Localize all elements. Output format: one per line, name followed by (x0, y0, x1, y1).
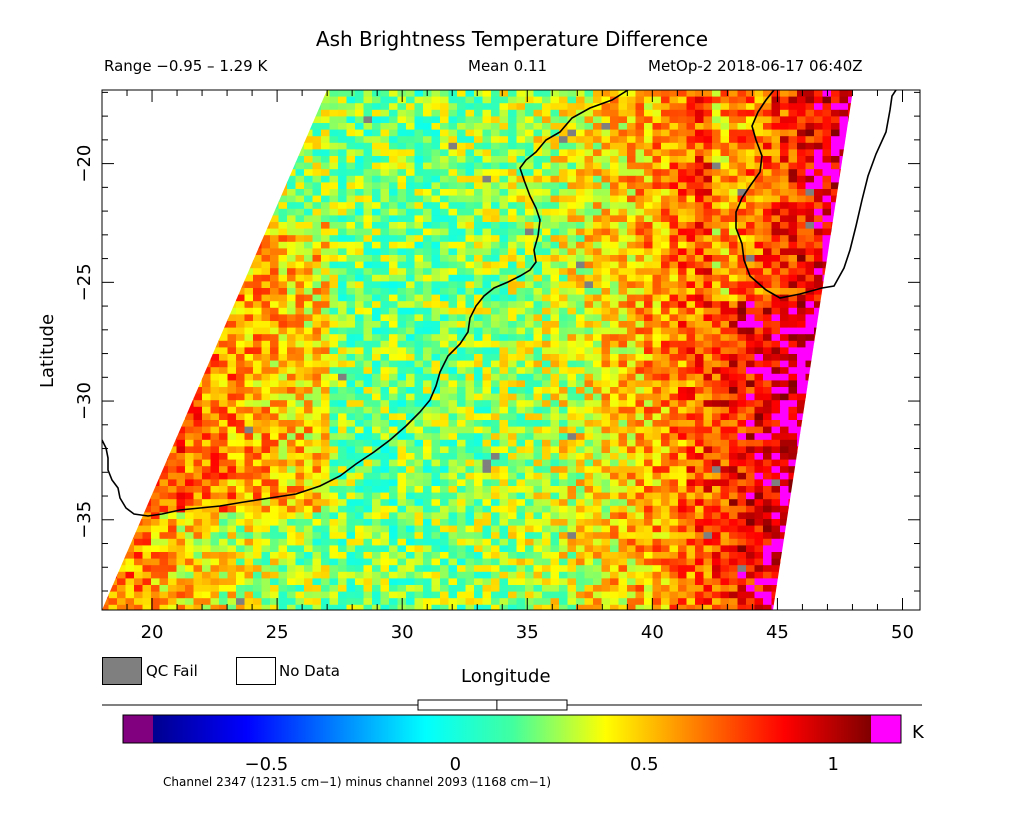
x-tick-label: 35 (516, 622, 539, 643)
x-tick-label: 20 (141, 622, 164, 643)
satellite-info: MetOp-2 2018-06-17 06:40Z (648, 57, 863, 75)
figure-title: Ash Brightness Temperature Difference (315, 27, 709, 51)
y-tick-label: −20 (74, 145, 95, 183)
colorbar-tick-label: 1 (827, 754, 838, 775)
axis-tick-labels: 20 25 30 35 40 45 50 −20 −25 −30 −35 (74, 145, 914, 643)
coastline-africa (102, 90, 629, 517)
colorbar-unit: K (912, 722, 925, 743)
qc-fail-label: QC Fail (146, 662, 198, 680)
y-tick-label: −25 (74, 263, 95, 301)
x-axis-label: Longitude (461, 666, 551, 687)
plot-frame (101, 89, 921, 611)
x-tick-label: 30 (391, 622, 414, 643)
y-axis-label: Latitude (37, 314, 58, 388)
colorbar-tick-label: 0 (450, 754, 461, 775)
colorbar: −0.5 0 0.5 1 K (102, 699, 925, 775)
colorbar-tick-label: 0.5 (630, 754, 659, 775)
mean-info: Mean 0.11 (468, 57, 548, 75)
no-data-label: No Data (279, 662, 340, 680)
range-info: Range −0.95 – 1.29 K (104, 57, 268, 75)
x-tick-label: 50 (891, 622, 914, 643)
colorbar-under-swatch (123, 715, 153, 743)
colorbar-gradient (153, 715, 871, 743)
ash-btd-swath (102, 90, 853, 610)
colorbar-ticks: −0.5 0 0.5 1 (245, 754, 839, 775)
no-data-swatch (236, 657, 276, 685)
channel-footnote: Channel 2347 (1231.5 cm−1) minus channel… (163, 775, 552, 789)
y-tick-label: −35 (74, 501, 95, 539)
x-tick-label: 25 (266, 622, 289, 643)
x-tick-label: 45 (766, 622, 789, 643)
coastline-madagascar (735, 90, 897, 299)
colorbar-outline (122, 714, 902, 744)
y-tick-label: −30 (74, 382, 95, 420)
range-bracket (417, 699, 568, 711)
colorbar-over-swatch (871, 715, 901, 743)
axis-ticks (101, 90, 920, 610)
x-tick-label: 40 (641, 622, 664, 643)
colorbar-tick-label: −0.5 (245, 754, 289, 775)
qc-fail-swatch (102, 657, 142, 685)
